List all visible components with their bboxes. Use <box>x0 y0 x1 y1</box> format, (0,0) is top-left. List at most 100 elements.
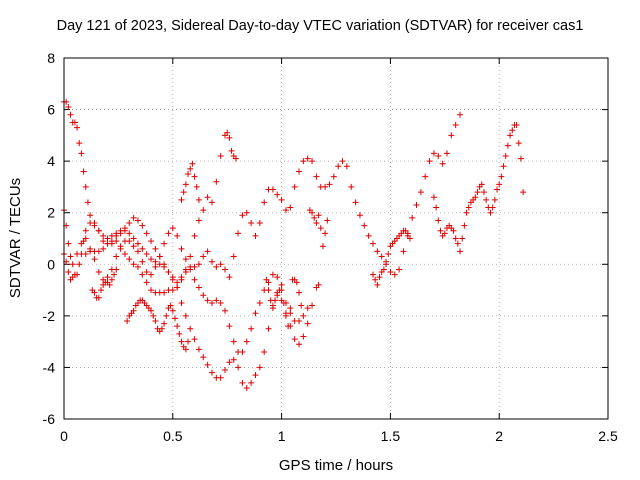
chart-title: Day 121 of 2023, Sidereal Day-to-day VTE… <box>57 18 584 34</box>
data-point <box>195 284 202 291</box>
data-point <box>100 245 107 252</box>
data-point <box>174 284 181 291</box>
data-point <box>126 230 133 237</box>
data-point <box>391 271 398 278</box>
data-point <box>252 372 259 379</box>
data-point <box>272 297 279 304</box>
data-point <box>82 227 89 234</box>
data-point <box>165 230 172 237</box>
data-point <box>287 310 294 317</box>
data-point <box>230 253 237 260</box>
data-point <box>82 250 89 257</box>
data-point <box>374 281 381 288</box>
data-point <box>178 299 185 306</box>
data-point <box>226 274 233 281</box>
series-sat-k <box>430 122 527 255</box>
y-tick-label: -2 <box>43 308 56 324</box>
data-point <box>156 253 163 260</box>
data-point <box>82 183 89 190</box>
data-point <box>108 276 115 283</box>
data-point <box>515 140 522 147</box>
data-point <box>304 305 311 312</box>
data-point <box>513 122 520 129</box>
series-sat-f <box>124 297 192 353</box>
data-point <box>204 248 211 255</box>
data-point <box>278 281 285 288</box>
data-point <box>74 124 81 131</box>
data-point <box>309 158 316 165</box>
data-point <box>243 385 250 392</box>
data-point <box>378 253 385 260</box>
data-point <box>313 173 320 180</box>
data-point <box>71 119 78 126</box>
data-point <box>191 263 198 270</box>
data-point <box>113 253 120 260</box>
y-tick-label: -4 <box>43 359 56 375</box>
data-point <box>87 212 94 219</box>
x-tick-label: 2.5 <box>598 428 618 444</box>
data-point <box>124 318 131 325</box>
data-point <box>191 232 198 239</box>
data-point <box>426 158 433 165</box>
data-point <box>208 369 215 376</box>
data-point <box>121 250 128 257</box>
data-point <box>213 178 220 185</box>
data-point <box>230 356 237 363</box>
data-point <box>487 209 494 216</box>
data-point <box>82 235 89 242</box>
data-point <box>480 189 487 196</box>
data-point <box>356 212 363 219</box>
data-point <box>208 258 215 265</box>
data-point <box>491 196 498 203</box>
data-point <box>152 263 159 270</box>
y-tick-label: 8 <box>47 50 55 66</box>
data-point <box>472 194 479 201</box>
data-point <box>265 325 272 332</box>
data-point <box>261 348 268 355</box>
data-point <box>311 214 318 221</box>
data-point <box>326 181 333 188</box>
data-point <box>226 134 233 141</box>
data-point <box>113 232 120 239</box>
data-point <box>185 338 192 345</box>
data-point <box>296 341 303 348</box>
data-point <box>282 207 289 214</box>
data-point <box>232 155 239 162</box>
data-point <box>520 189 527 196</box>
x-tick-label: 1 <box>278 428 286 444</box>
data-point <box>130 261 137 268</box>
data-point <box>200 292 207 299</box>
series-sat-j <box>369 227 413 288</box>
data-point <box>256 220 263 227</box>
data-point <box>452 235 459 242</box>
data-point <box>285 323 292 330</box>
data-point <box>222 367 229 374</box>
data-point <box>217 261 224 268</box>
data-point <box>111 271 118 278</box>
data-point <box>465 204 472 211</box>
grid <box>64 58 608 419</box>
y-axis-label: SDTVAR / TECUs <box>7 178 24 298</box>
data-point <box>315 281 322 288</box>
data-point <box>158 325 165 332</box>
data-point <box>335 163 342 170</box>
data-point <box>104 274 111 281</box>
data-point <box>413 201 420 208</box>
data-point <box>213 297 220 304</box>
data-point <box>143 250 150 257</box>
data-point <box>374 248 381 255</box>
data-point <box>517 155 524 162</box>
data-point <box>134 263 141 270</box>
data-point <box>369 271 376 278</box>
data-point <box>274 274 281 281</box>
series-sat-i <box>306 207 331 250</box>
data-point <box>228 147 235 154</box>
x-tick-label: 2 <box>495 428 503 444</box>
data-point <box>182 266 189 273</box>
data-point <box>182 346 189 353</box>
data-point <box>296 289 303 296</box>
data-point <box>239 348 246 355</box>
data-point <box>504 142 511 149</box>
data-point <box>304 155 311 162</box>
